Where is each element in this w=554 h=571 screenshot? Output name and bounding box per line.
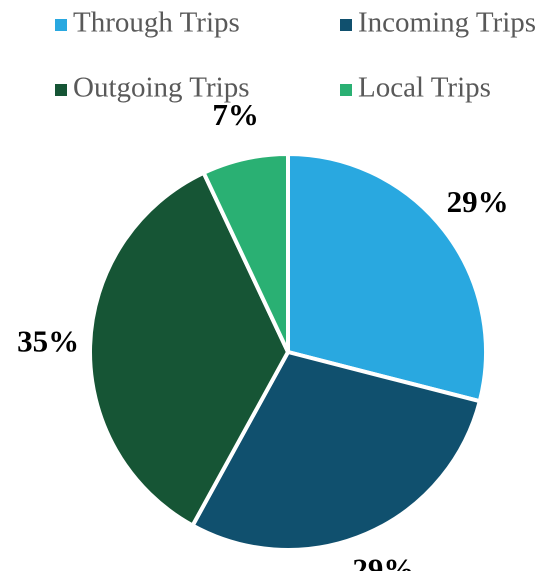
pie-slice [88,170,291,529]
legend-marker [55,19,67,31]
legend-marker [340,84,352,96]
legend-label: Through Trips [73,7,240,39]
data-label: 29% [352,551,414,571]
legend-marker [340,19,352,31]
legend-label: Incoming Trips [358,7,536,39]
legend-label: Local Trips [358,72,491,104]
pie-slice [286,151,488,404]
legend-label: Outgoing Trips [73,72,249,104]
pie-slice [189,349,483,552]
data-label: 29% [447,184,509,219]
data-label: 7% [212,97,259,132]
data-label: 35% [17,324,79,359]
pie-slice [201,151,290,353]
legend-marker [55,84,67,96]
